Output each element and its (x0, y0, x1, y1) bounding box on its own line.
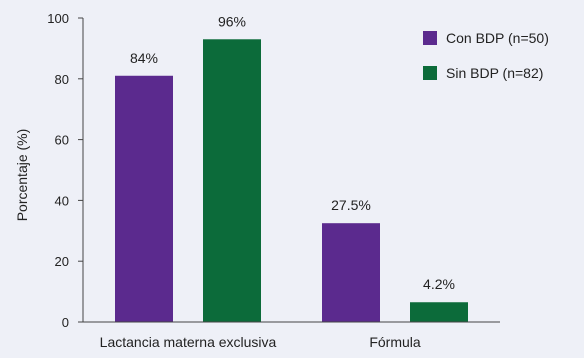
bar-con-bdp-0 (115, 75, 173, 322)
y-tick-label: 60 (55, 133, 69, 148)
y-tick-label: 20 (55, 254, 69, 269)
data-label: 27.5% (331, 197, 371, 213)
y-tick-label: 100 (47, 11, 69, 26)
y-tick-label: 0 (62, 315, 69, 330)
bars (115, 39, 468, 322)
bar-sin-bdp-0 (203, 39, 261, 322)
category-labels: Lactancia materna exclusiva Fórmula (100, 334, 421, 350)
y-tick-label: 40 (55, 193, 69, 208)
legend: Con BDP (n=50) Sin BDP (n=82) (423, 30, 549, 81)
category-label: Fórmula (369, 334, 421, 350)
y-axis-ticks: 0 20 40 60 80 100 (47, 11, 83, 330)
legend-label: Con BDP (n=50) (446, 30, 549, 46)
y-axis-title: Porcentaje (%) (14, 129, 30, 222)
legend-swatch (423, 31, 437, 45)
y-tick-label: 80 (55, 72, 69, 87)
category-label: Lactancia materna exclusiva (100, 334, 277, 350)
legend-label: Sin BDP (n=82) (446, 65, 543, 81)
bar-sin-bdp-1 (410, 302, 468, 322)
data-label: 84% (130, 50, 158, 66)
data-labels: 84% 96% 27.5% 4.2% (130, 13, 455, 292)
bar-con-bdp-1 (322, 223, 380, 322)
data-label: 4.2% (423, 276, 455, 292)
data-label: 96% (218, 13, 246, 29)
legend-swatch (423, 66, 437, 80)
